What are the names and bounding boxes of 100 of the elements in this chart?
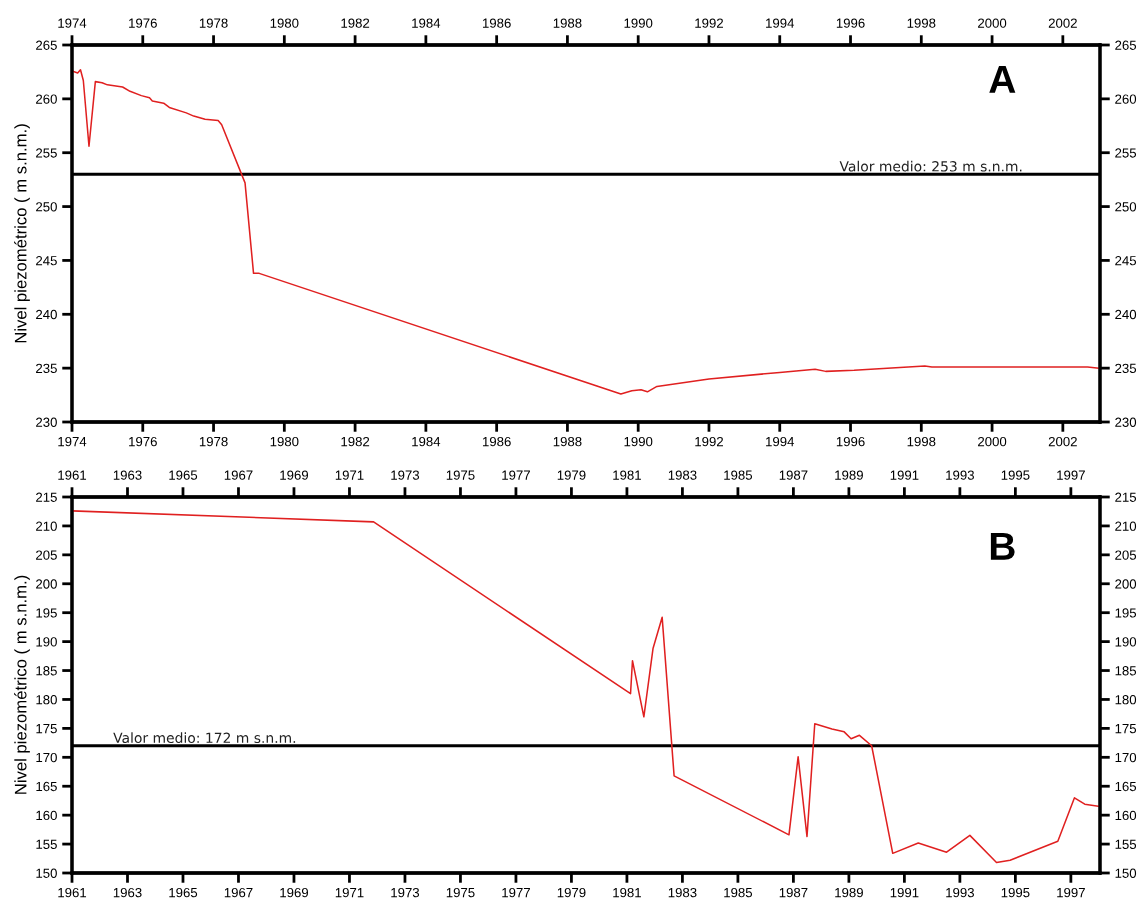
y-tick-label: 170 — [36, 752, 57, 763]
y-tick-label: 155 — [36, 839, 57, 849]
x2-tick-label: 1988 — [553, 18, 582, 28]
x2-tick-label: 1984 — [412, 18, 441, 28]
y-tick-label: 240 — [36, 309, 57, 320]
y-tick-label: 215 — [36, 492, 57, 502]
x2-tick-label: 1992 — [695, 18, 723, 28]
x-tick-label: 1994 — [766, 436, 795, 447]
x2-tick-label: 1976 — [129, 18, 157, 28]
y2-tick-label: 205 — [1115, 550, 1137, 560]
x2-tick-label: 1965 — [169, 470, 198, 480]
y-tick-label: 245 — [36, 256, 57, 266]
x-tick-label: 2000 — [978, 436, 1007, 447]
y-tick-label: 195 — [36, 608, 57, 618]
y-tick-label: 230 — [36, 417, 57, 427]
y2-tick-label: 215 — [1115, 492, 1137, 502]
y-tick-label: 235 — [36, 363, 57, 374]
x2-tick-label: 1993 — [946, 470, 974, 480]
x-tick-label: 1988 — [553, 436, 582, 447]
y-tick-label: 180 — [36, 695, 57, 705]
y2-tick-label: 155 — [1115, 839, 1137, 849]
y2-tick-label: 200 — [1115, 579, 1137, 589]
x-tick-label: 1967 — [224, 887, 253, 898]
y-tick-label: 190 — [36, 637, 57, 647]
x-tick-label: 1990 — [624, 436, 653, 447]
x-tick-label: 1992 — [695, 436, 723, 447]
y-tick-label: 150 — [36, 868, 57, 878]
x2-tick-label: 1979 — [557, 470, 586, 480]
y2-tick-label: 240 — [1115, 309, 1137, 320]
x2-tick-label: 1978 — [199, 18, 228, 28]
y-tick-label: 255 — [36, 148, 57, 158]
x-tick-label: 1995 — [1001, 887, 1030, 898]
x-tick-label: 1969 — [280, 887, 309, 898]
annotation: A — [989, 66, 1016, 93]
y2-tick-label: 250 — [1115, 202, 1137, 212]
x2-tick-label: 1969 — [280, 470, 309, 480]
y-tick-label: 265 — [36, 40, 57, 50]
x-tick-label: 1965 — [169, 887, 198, 898]
y2-tick-label: 150 — [1115, 868, 1137, 878]
y2-tick-label: 175 — [1115, 724, 1137, 734]
y-tick-label: 250 — [36, 202, 57, 212]
ref-line-label: Valor medio: 253 m s.n.m. — [839, 160, 1022, 172]
y-tick-label: 175 — [36, 724, 57, 734]
y2-tick-label: 230 — [1115, 417, 1137, 427]
x-tick-label: 1986 — [482, 436, 511, 447]
y2-tick-label: 255 — [1115, 148, 1137, 158]
x2-tick-label: 1973 — [391, 470, 420, 480]
x-tick-label: 1961 — [58, 887, 87, 898]
x-tick-label: 1998 — [907, 436, 936, 447]
x-tick-label: 1973 — [391, 887, 420, 898]
x-tick-label: 1985 — [724, 887, 753, 898]
y-tick-label: 165 — [36, 781, 57, 792]
y2-tick-label: 235 — [1115, 363, 1137, 374]
x2-tick-label: 1981 — [613, 470, 641, 480]
x-tick-label: 1984 — [412, 436, 441, 447]
x-tick-label: 1983 — [668, 887, 697, 898]
x-tick-label: 1981 — [613, 887, 641, 898]
y-axis-title: Nivel piezométrico ( m s.n.m.) — [14, 124, 30, 343]
x-tick-label: 2002 — [1048, 436, 1077, 447]
x-tick-label: 1996 — [836, 436, 865, 447]
x2-tick-label: 1994 — [766, 18, 795, 28]
x2-tick-label: 2002 — [1048, 18, 1077, 28]
x2-tick-label: 1996 — [836, 18, 865, 28]
y2-tick-label: 190 — [1115, 637, 1137, 647]
y-tick-label: 260 — [36, 94, 57, 104]
x-tick-label: 1989 — [835, 887, 863, 898]
x2-tick-label: 1995 — [1001, 470, 1030, 480]
x2-tick-label: 1983 — [668, 470, 697, 480]
y2-tick-label: 260 — [1115, 94, 1137, 104]
x-tick-label: 1975 — [446, 887, 475, 898]
x2-tick-label: 1977 — [502, 470, 530, 480]
y2-tick-label: 245 — [1115, 256, 1137, 266]
x2-tick-label: 1982 — [341, 18, 370, 28]
annotation: B — [990, 532, 1015, 560]
x2-tick-label: 1967 — [224, 470, 253, 480]
x2-tick-label: 1991 — [890, 470, 919, 480]
y-tick-label: 160 — [36, 810, 57, 821]
x2-tick-label: 1985 — [724, 470, 753, 480]
y2-tick-label: 265 — [1115, 40, 1137, 50]
x2-tick-label: 1989 — [835, 470, 863, 480]
x-tick-label: 1971 — [335, 887, 364, 898]
x2-tick-label: 1974 — [58, 18, 87, 28]
line-series — [72, 510, 1100, 864]
x-tick-label: 1974 — [58, 436, 87, 447]
x-tick-label: 1979 — [557, 887, 586, 898]
x-tick-label: 1997 — [1057, 887, 1085, 898]
y2-tick-label: 210 — [1115, 521, 1137, 531]
x-tick-label: 1982 — [341, 436, 370, 447]
y2-tick-label: 165 — [1115, 781, 1137, 792]
x2-tick-label: 2000 — [978, 18, 1007, 28]
x-tick-label: 1987 — [779, 887, 808, 898]
x2-tick-label: 1980 — [270, 18, 299, 28]
x-tick-label: 1978 — [199, 436, 228, 447]
x2-tick-label: 1961 — [58, 470, 87, 480]
y-axis-title: Nivel piezométrico ( m s.n.m.) — [14, 575, 30, 794]
y2-tick-label: 185 — [1115, 666, 1137, 676]
x2-tick-label: 1986 — [482, 18, 511, 28]
x-tick-label: 1993 — [946, 887, 974, 898]
y2-tick-label: 160 — [1115, 810, 1137, 821]
x-tick-label: 1980 — [270, 436, 299, 447]
